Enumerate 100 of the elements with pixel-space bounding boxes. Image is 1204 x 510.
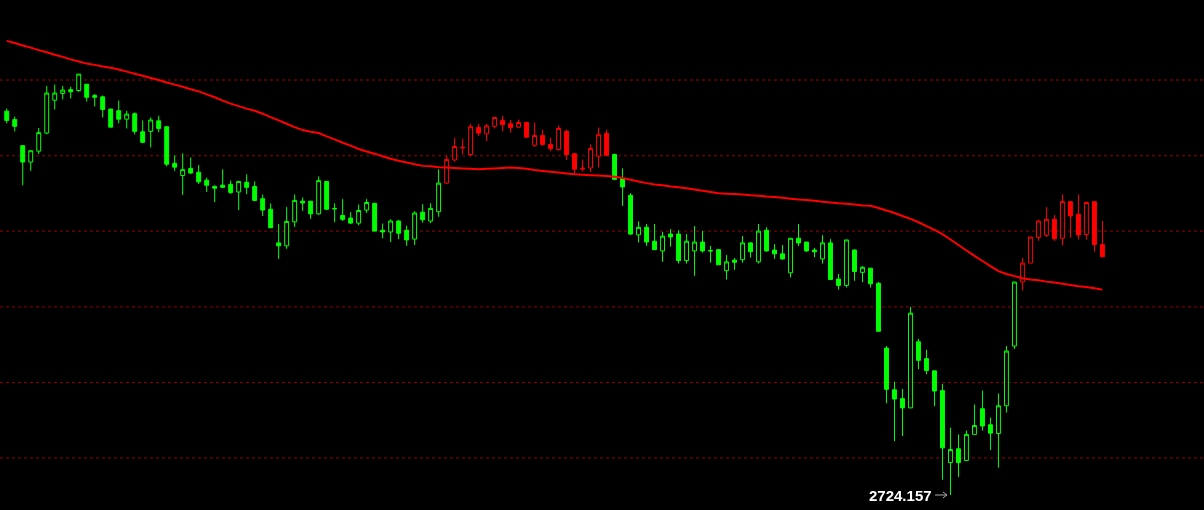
candlestick xyxy=(972,404,977,435)
candlestick xyxy=(996,393,1001,469)
candlestick xyxy=(988,417,993,451)
candlestick xyxy=(868,267,873,289)
candlestick xyxy=(212,184,218,203)
candlestick xyxy=(1059,194,1065,246)
candlestick xyxy=(764,226,769,253)
candlestick xyxy=(588,143,594,173)
candlestick xyxy=(884,345,889,404)
candlestick xyxy=(204,177,210,193)
candlestick xyxy=(164,126,170,167)
candlestick xyxy=(292,194,298,228)
candlestick xyxy=(156,115,162,133)
candlestick xyxy=(1075,194,1081,241)
candlestick xyxy=(20,145,26,186)
candlestick xyxy=(172,154,178,172)
candlestick xyxy=(716,248,721,266)
candlestick xyxy=(244,173,250,195)
candlestick xyxy=(724,254,729,281)
candlestick xyxy=(268,202,274,229)
candlestick xyxy=(316,175,322,216)
candlestick xyxy=(740,235,745,264)
candlestick xyxy=(1083,201,1089,241)
candlestick xyxy=(500,115,506,132)
candlestick xyxy=(308,200,314,220)
candlestick xyxy=(1099,220,1105,258)
candlestick xyxy=(820,234,825,265)
candlestick xyxy=(684,233,689,265)
candlestick xyxy=(796,223,801,247)
candlestick xyxy=(660,231,665,263)
candlestick xyxy=(276,223,282,260)
candlestick xyxy=(596,127,602,169)
candlestick xyxy=(380,223,386,239)
candlestick xyxy=(852,248,857,282)
candlestick xyxy=(356,204,362,226)
candlestick xyxy=(780,244,785,261)
candlestick xyxy=(948,427,953,496)
candlestick xyxy=(484,123,490,142)
candlestick xyxy=(44,85,50,135)
candlestick xyxy=(1091,201,1097,253)
candlestick xyxy=(1003,345,1009,414)
candlestick xyxy=(228,180,234,195)
candlestick xyxy=(68,86,74,100)
candlestick xyxy=(404,225,410,247)
candlestick xyxy=(460,138,466,155)
candlestick xyxy=(612,153,618,181)
candlestick xyxy=(436,168,442,218)
candlestick xyxy=(452,137,458,163)
candlestick xyxy=(1067,201,1073,239)
candlestick xyxy=(420,203,426,224)
candlestick xyxy=(636,220,642,243)
candlestick xyxy=(340,198,346,222)
candlestick xyxy=(524,121,530,138)
candlestick xyxy=(412,210,418,246)
candlestick xyxy=(332,202,338,223)
candlestick xyxy=(1011,281,1017,350)
candlestick xyxy=(924,349,929,375)
candlestick xyxy=(828,238,833,281)
candlestick xyxy=(28,150,34,172)
candlestick xyxy=(676,229,681,265)
candlestick xyxy=(324,180,330,211)
candlestick xyxy=(644,223,650,247)
candlestick xyxy=(1051,214,1057,242)
candlestick xyxy=(300,196,306,212)
candlestick xyxy=(652,223,658,251)
candlestick xyxy=(804,241,809,253)
candlestick xyxy=(788,237,793,278)
candlestick xyxy=(964,430,969,461)
candlestick xyxy=(124,110,130,129)
candlestick xyxy=(836,273,841,291)
candlestick xyxy=(876,281,881,332)
candlestick xyxy=(1035,219,1041,242)
candlestick xyxy=(364,198,370,214)
candlestick xyxy=(556,124,562,152)
candlestick xyxy=(132,111,138,135)
candlestick xyxy=(220,168,226,189)
candlestick xyxy=(196,164,202,185)
candlestick xyxy=(476,123,482,137)
candlestick xyxy=(620,167,626,207)
candlestick xyxy=(492,116,498,129)
candlestick xyxy=(748,241,753,259)
candlestick xyxy=(844,239,849,289)
candlestick xyxy=(148,116,154,148)
candlestick xyxy=(508,119,514,134)
candlestick xyxy=(372,202,378,232)
candlestick xyxy=(956,433,961,478)
candlestick xyxy=(52,84,58,110)
candlestick xyxy=(60,85,66,100)
candlestick xyxy=(916,338,921,370)
candlestick xyxy=(4,108,10,124)
candlestick xyxy=(388,218,394,243)
candlestick xyxy=(708,245,713,264)
candlestick xyxy=(604,129,610,156)
candlestick xyxy=(700,230,705,254)
candlestick xyxy=(668,228,673,248)
candlestick xyxy=(180,152,186,196)
candlestick xyxy=(140,119,146,144)
candlestick xyxy=(188,156,194,175)
candlestick xyxy=(580,159,586,172)
candlestick xyxy=(36,127,42,155)
